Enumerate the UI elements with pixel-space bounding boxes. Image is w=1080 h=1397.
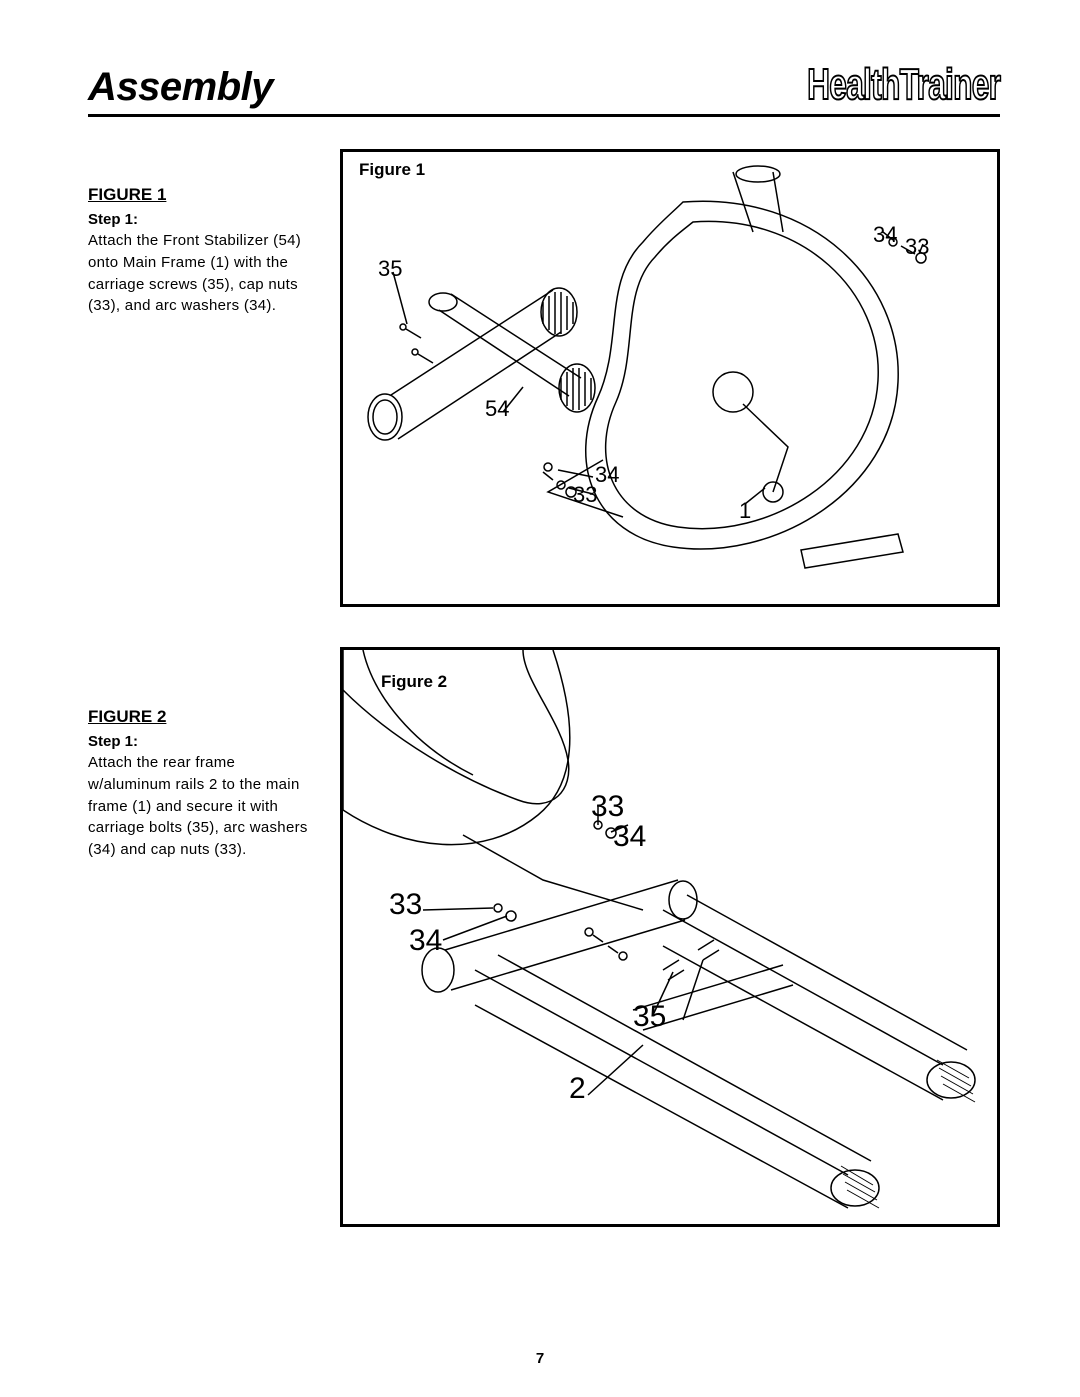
figure2-box: Figure 2 <box>340 647 1000 1227</box>
figure1-body: Attach the Front Stabilizer (54) onto Ma… <box>88 230 316 317</box>
callout-35: 35 <box>633 1000 666 1034</box>
content-grid: FIGURE 1 Step 1: Attach the Front Stabil… <box>88 149 1000 1227</box>
figure1-diagram <box>343 152 983 604</box>
callout-1: 1 <box>739 498 751 524</box>
callout-34b: 34 <box>595 462 619 488</box>
figure2-body: Attach the rear frame w/aluminum rails 2… <box>88 752 316 861</box>
callout-35: 35 <box>378 256 402 282</box>
callout-33b: 33 <box>573 482 597 508</box>
brand-logo: HealthTrainer <box>807 60 1000 110</box>
figure1-heading: FIGURE 1 <box>88 185 316 205</box>
header: Assembly HealthTrainer <box>88 60 1000 117</box>
figure1-box: Figure 1 <box>340 149 1000 607</box>
figure1-step-label: Step 1: <box>88 211 316 228</box>
callout-34b: 34 <box>409 924 442 958</box>
figure2-text: FIGURE 2 Step 1: Attach the rear frame w… <box>88 647 316 1227</box>
callout-33a: 33 <box>591 790 624 824</box>
page-number: 7 <box>0 1350 1080 1367</box>
page-title: Assembly <box>88 65 273 110</box>
callout-34t: 34 <box>873 222 897 248</box>
figure2-heading: FIGURE 2 <box>88 707 316 727</box>
callout-33t: 33 <box>905 234 929 260</box>
callout-33b: 33 <box>389 888 422 922</box>
callout-54: 54 <box>485 396 509 422</box>
figure2-step-label: Step 1: <box>88 733 316 750</box>
figure1-text: FIGURE 1 Step 1: Attach the Front Stabil… <box>88 149 316 607</box>
callout-34a: 34 <box>613 820 646 854</box>
callout-2: 2 <box>569 1072 586 1106</box>
